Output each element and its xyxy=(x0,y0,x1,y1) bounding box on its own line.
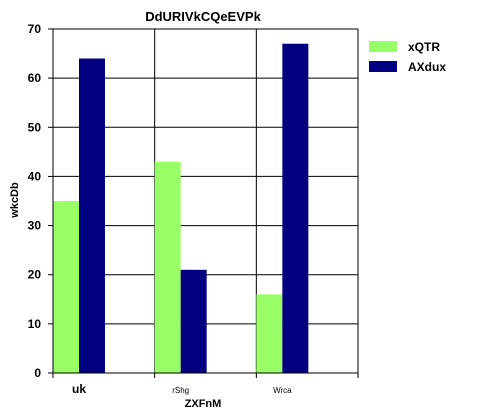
bar-AXdux-uk xyxy=(79,58,105,373)
axes xyxy=(48,28,359,378)
y-tick-labels: 0 10 20 30 40 50 60 70 xyxy=(28,22,42,380)
legend-swatch-xQTR xyxy=(369,41,397,52)
legend-label-xQTR: xQTR xyxy=(408,40,440,54)
bar-AXdux-rShg xyxy=(180,269,207,373)
chart-title: DdURIVkCQeEVPk xyxy=(145,9,261,24)
bar-xQTR-uk xyxy=(53,201,79,373)
bars xyxy=(53,43,309,373)
x-tick-label: Wrca xyxy=(273,386,292,395)
x-tick-label: uk xyxy=(72,382,86,396)
y-tick-label: 60 xyxy=(28,71,42,85)
y-axis-label: wkcDb xyxy=(9,182,21,219)
bar-AXdux-Wrca xyxy=(282,43,309,373)
legend-swatch-AXdux xyxy=(369,61,397,72)
legend: xQTR AXdux xyxy=(369,40,446,74)
bar-xQTR-rShg xyxy=(154,161,181,373)
y-tick-label: 40 xyxy=(28,169,42,183)
legend-label-AXdux: AXdux xyxy=(408,60,446,74)
bar-xQTR-Wrca xyxy=(256,294,283,373)
x-axis-label: ZXFnM xyxy=(185,398,222,410)
y-tick-label: 0 xyxy=(34,366,41,380)
y-tick-label: 70 xyxy=(28,22,42,36)
x-tick-labels: uk rShg Wrca xyxy=(72,382,292,396)
x-tick-label: rShg xyxy=(172,386,189,395)
y-tick-label: 10 xyxy=(28,317,42,331)
y-tick-label: 20 xyxy=(28,268,42,282)
y-tick-label: 50 xyxy=(28,120,42,134)
y-tick-label: 30 xyxy=(28,219,42,233)
